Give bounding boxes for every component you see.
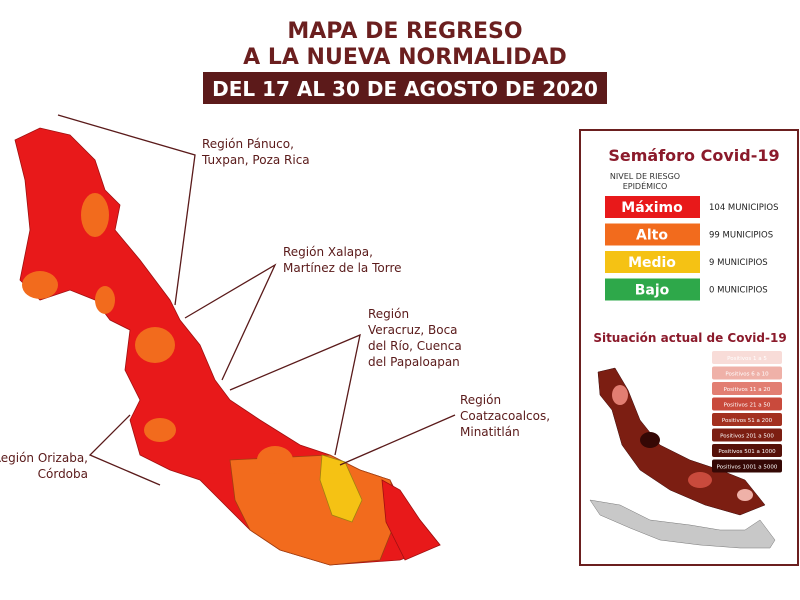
level-count: 9 MUNICIPIOS	[709, 258, 768, 268]
inset-label: Positivos 501 a 1000	[718, 449, 776, 455]
inset-swatch	[712, 444, 782, 457]
level-name: Máximo	[621, 200, 683, 216]
inset-patch	[612, 385, 628, 405]
inset-swatch	[712, 428, 782, 442]
inset-label: Positivos 51 a 200	[722, 418, 773, 424]
inset-patch	[640, 432, 660, 448]
level-count: 104 MUNICIPIOS	[709, 203, 779, 213]
inset-label: Positivos 201 a 500	[720, 434, 774, 440]
inset-swatch	[712, 366, 782, 380]
state-map	[14, 127, 441, 566]
region-label: Región	[460, 393, 501, 407]
inset-swatch	[712, 459, 782, 473]
banner	[203, 72, 607, 104]
level-name: Alto	[636, 228, 668, 244]
inset-label: Positivos 6 a 10	[725, 372, 769, 378]
inset-map	[589, 367, 776, 549]
region-label: Región	[368, 307, 409, 321]
region-label: Región Xalapa,	[283, 245, 373, 259]
inset-state	[597, 367, 766, 516]
region-label: Córdoba	[38, 467, 88, 481]
level-name: Bajo	[635, 283, 670, 299]
banner-text: DEL 17 AL 30 DE AGOSTO DE 2020	[212, 77, 598, 101]
region-label: Veracruz, Boca	[368, 323, 458, 337]
map-orange	[229, 454, 401, 566]
map-patch	[135, 327, 175, 363]
legend-subtitle: NIVEL DE RIESGO	[610, 172, 680, 181]
map-red-tip	[381, 479, 441, 561]
region-label: Martínez de la Torre	[283, 261, 402, 275]
inset-label: Positivos 1 a 5	[727, 356, 767, 362]
level-swatch	[605, 251, 700, 273]
map-patch	[144, 418, 176, 442]
level-name: Medio	[628, 255, 676, 271]
level-count: 99 MUNICIPIOS	[709, 231, 773, 241]
leader-line	[88, 414, 161, 486]
map-patch	[95, 286, 115, 314]
leader-line	[57, 114, 196, 306]
leader-line	[229, 333, 361, 456]
level-swatch	[605, 196, 700, 218]
map-patch	[257, 446, 293, 474]
legend-box	[579, 129, 799, 566]
level-swatch	[605, 278, 700, 301]
inset-label: Positivos 21 a 50	[724, 403, 771, 409]
map-patch	[81, 193, 109, 237]
level-swatch	[605, 223, 700, 246]
map-patch	[22, 271, 58, 299]
inset-patch	[737, 489, 753, 501]
inset-swatch	[712, 351, 782, 364]
title-line: A LA NUEVA NORMALIDAD	[243, 45, 567, 70]
region-label: Región Orizaba,	[0, 451, 88, 465]
title-line: MAPA DE REGRESO	[287, 19, 522, 44]
inset-label: Positivos 1001 a 5000	[717, 465, 778, 471]
inset-title: Situación actual de Covid-19	[593, 331, 786, 345]
leader-line	[184, 263, 277, 381]
inset-country	[589, 499, 776, 549]
inset-label: Positivos 11 a 20	[724, 387, 771, 393]
region-label: Tuxpan, Poza Rica	[201, 153, 310, 167]
legend-title: Semáforo Covid-19	[608, 146, 779, 165]
inset-swatch	[712, 397, 782, 411]
region-label: Región Pánuco,	[202, 137, 294, 151]
inset-patch	[688, 472, 712, 488]
region-label: del Papaloapan	[368, 355, 460, 369]
leader-line	[339, 414, 456, 466]
leader-lines	[57, 114, 456, 486]
inset-swatch	[712, 413, 782, 426]
legend-subtitle: EPIDÉMICO	[623, 180, 668, 191]
region-label: Coatzacoalcos,	[460, 409, 550, 423]
region-label: del Río, Cuenca	[368, 339, 462, 353]
inset-swatch	[712, 382, 782, 395]
region-label: Minatitlán	[460, 425, 520, 439]
level-count: 0 MUNICIPIOS	[709, 286, 768, 296]
map-yellow	[319, 454, 363, 523]
